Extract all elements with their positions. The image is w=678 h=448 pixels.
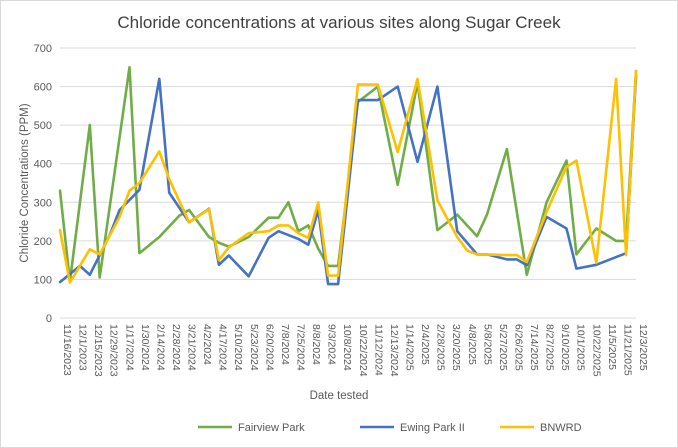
x-tick-label: 5/8/2025 xyxy=(481,324,493,365)
x-tick-label: 10/8/2024 xyxy=(341,324,353,371)
x-tick-label: 4/17/2024 xyxy=(217,324,229,371)
x-tick-label: 5/27/2025 xyxy=(497,324,509,371)
legend: Fairview Park Ewing Park II BNWRD xyxy=(198,422,582,434)
x-tick-label: 10/22/2024 xyxy=(357,324,369,377)
x-tick-label: 9/3/2024 xyxy=(326,324,338,365)
x-tick-label: 4/8/2025 xyxy=(466,324,478,365)
x-tick-label: 1/30/2024 xyxy=(139,324,151,371)
x-tick-label: 6/20/2024 xyxy=(263,324,275,371)
x-tick-label: 12/15/2023 xyxy=(92,324,104,377)
x-tick-label: 7/14/2025 xyxy=(528,324,540,371)
x-tick-label: 5/10/2024 xyxy=(232,324,244,371)
series-line-fairview-park xyxy=(58,66,638,283)
x-tick-label: 8/27/2025 xyxy=(544,324,556,371)
y-tick-label: 200 xyxy=(34,236,52,248)
series-line-bnwrd xyxy=(58,69,638,284)
y-axis-ticks: 0 100 200 300 400 500 600 700 xyxy=(34,43,52,325)
x-tick-label: 12/3/2025 xyxy=(637,324,649,371)
y-tick-label: 300 xyxy=(34,197,52,209)
x-tick-label: 12/1/2023 xyxy=(77,324,89,371)
x-tick-label: 5/23/2024 xyxy=(248,324,260,371)
chart-title: Chloride concentrations at various sites… xyxy=(117,13,561,32)
y-tick-label: 600 xyxy=(34,82,52,94)
x-tick-label: 6/26/2025 xyxy=(512,324,524,371)
y-tick-label: 700 xyxy=(34,43,52,55)
x-tick-label: 2/14/2024 xyxy=(154,324,166,371)
x-axis-ticks: 11/16/2023 12/1/2023 12/15/2023 12/29/2023 1… xyxy=(61,324,649,377)
x-tick-label: 1/17/2024 xyxy=(123,324,135,371)
x-axis-title: Date tested xyxy=(310,390,369,402)
y-tick-label: 0 xyxy=(46,313,52,325)
legend-label: BNWRD xyxy=(540,422,582,434)
x-tick-label: 4/2/2024 xyxy=(201,324,213,365)
x-tick-label: 10/22/2025 xyxy=(590,324,602,377)
x-tick-label: 11/16/2023 xyxy=(61,324,73,376)
x-tick-label: 11/12/2024 xyxy=(372,324,384,376)
x-tick-label: 1/14/2025 xyxy=(403,324,415,371)
x-tick-label: 12/29/2023 xyxy=(108,324,120,377)
legend-label: Ewing Park II xyxy=(400,422,465,434)
x-tick-label: 12/13/2024 xyxy=(388,324,400,377)
x-tick-label: 9/10/2025 xyxy=(559,324,571,371)
x-tick-label: 8/8/2024 xyxy=(310,324,322,365)
x-tick-label: 2/28/2025 xyxy=(435,324,447,371)
x-tick-label: 3/21/2024 xyxy=(186,324,198,371)
series-lines xyxy=(58,66,638,286)
x-tick-label: 3/20/2025 xyxy=(450,324,462,371)
y-tick-label: 500 xyxy=(34,120,52,132)
x-tick-label: 2/28/2024 xyxy=(170,324,182,371)
x-tick-label: 7/8/2024 xyxy=(279,324,291,365)
y-tick-label: 100 xyxy=(34,274,52,286)
x-tick-label: 2/4/2025 xyxy=(419,324,431,365)
x-tick-label: 7/25/2024 xyxy=(295,324,307,371)
x-tick-label: 10/1/2025 xyxy=(575,324,587,371)
series-line-ewing-park-ii xyxy=(58,74,638,286)
legend-label: Fairview Park xyxy=(238,422,305,434)
y-axis-title: Chloride Concentrations (PPM) xyxy=(19,103,31,262)
x-tick-label: 11/5/2025 xyxy=(606,324,618,370)
y-tick-label: 400 xyxy=(34,159,52,171)
x-tick-label: 11/21/2025 xyxy=(621,324,633,376)
